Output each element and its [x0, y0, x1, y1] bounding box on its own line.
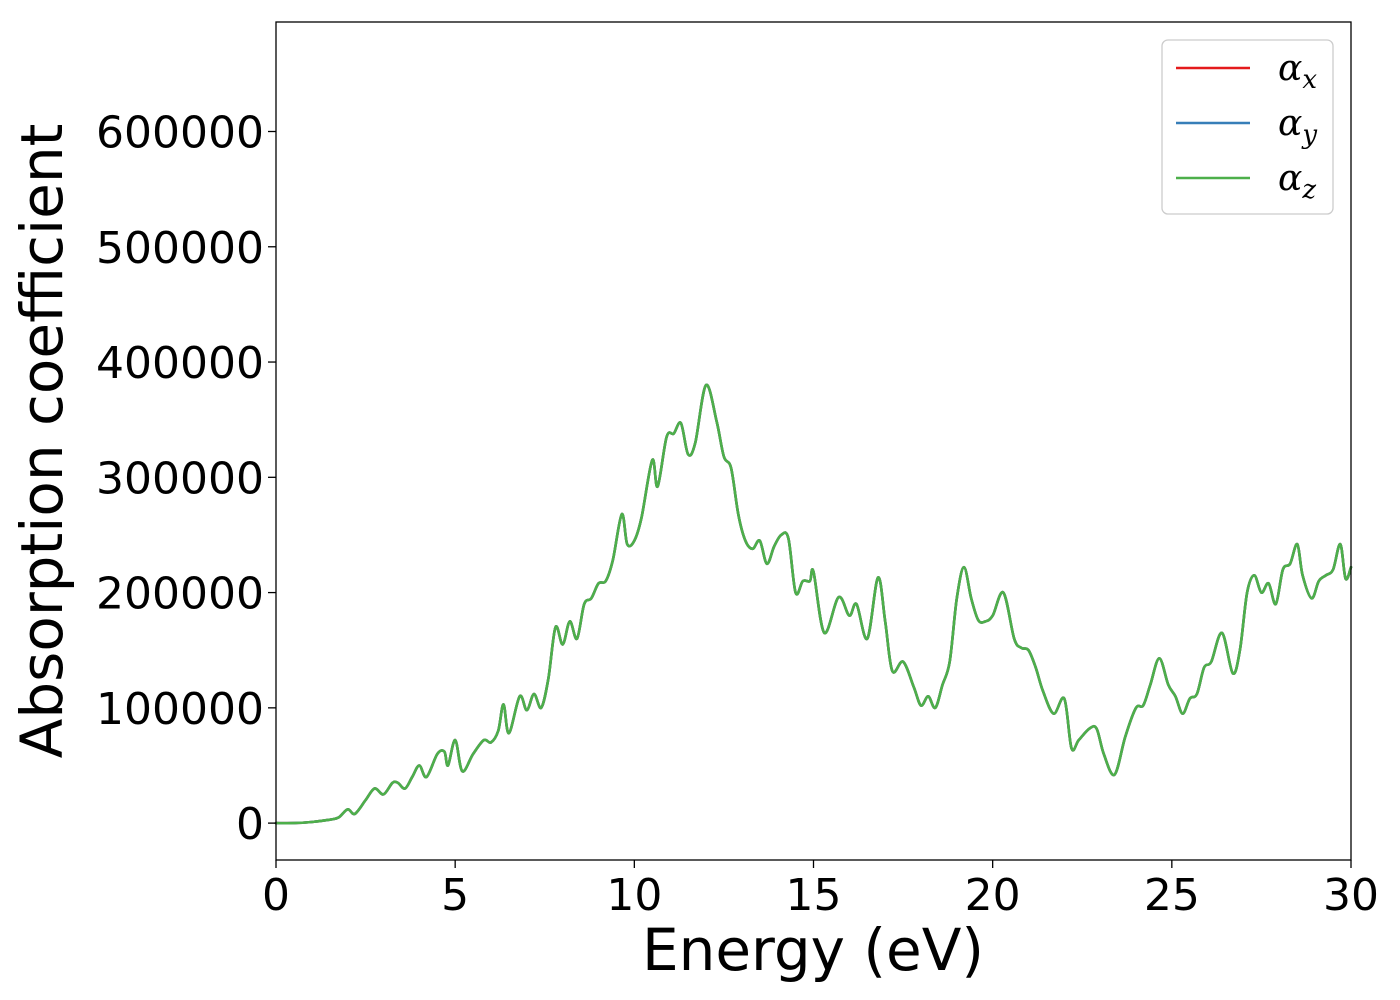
y-axis-ticks: 0 100000 200000 300000 400000 500000 600000 [96, 108, 276, 850]
y-axis-label: Absorption coefficient [8, 124, 76, 759]
x-tick-label: 20 [965, 870, 1021, 921]
legend: αx αy αz [1161, 39, 1334, 215]
y-tick-label: 600000 [96, 108, 264, 159]
series-line-y [274, 383, 1353, 825]
y-tick-label: 500000 [96, 223, 264, 274]
series-line-z [274, 383, 1353, 825]
y-tick-label: 100000 [96, 684, 264, 735]
legend-label-z: αz [1278, 158, 1316, 205]
y-tick-label: 400000 [96, 338, 264, 389]
series-layer [274, 383, 1353, 825]
legend-frame [1161, 39, 1334, 215]
x-tick-label: 30 [1323, 870, 1379, 921]
x-tick-label: 10 [606, 870, 662, 921]
x-tick-label: 15 [786, 870, 842, 921]
x-axis-label: Energy (eV) [642, 916, 984, 984]
y-tick-label: 300000 [96, 453, 264, 504]
x-axis-ticks: 0 5 10 15 20 25 30 [262, 860, 1379, 921]
x-tick-label: 0 [262, 870, 290, 921]
legend-label-y: αy [1278, 103, 1317, 150]
x-tick-label: 25 [1144, 870, 1200, 921]
x-tick-label: 5 [441, 870, 469, 921]
legend-label-x: αx [1278, 48, 1317, 95]
y-tick-label: 200000 [96, 569, 264, 620]
y-tick-label: 0 [236, 799, 264, 850]
series-line-x [274, 383, 1353, 825]
